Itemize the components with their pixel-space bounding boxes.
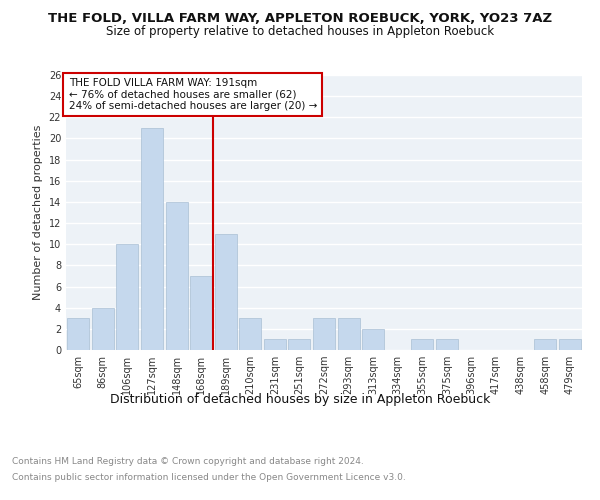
Text: Size of property relative to detached houses in Appleton Roebuck: Size of property relative to detached ho… <box>106 25 494 38</box>
Text: Contains public sector information licensed under the Open Government Licence v3: Contains public sector information licen… <box>12 472 406 482</box>
Text: Contains HM Land Registry data © Crown copyright and database right 2024.: Contains HM Land Registry data © Crown c… <box>12 458 364 466</box>
Bar <box>141 128 163 350</box>
Text: THE FOLD, VILLA FARM WAY, APPLETON ROEBUCK, YORK, YO23 7AZ: THE FOLD, VILLA FARM WAY, APPLETON ROEBU… <box>48 12 552 26</box>
Bar <box>338 318 359 350</box>
Bar <box>239 318 262 350</box>
Bar <box>190 276 212 350</box>
Bar <box>92 308 114 350</box>
Bar <box>313 318 335 350</box>
Bar <box>362 329 384 350</box>
Bar <box>289 340 310 350</box>
Bar <box>411 340 433 350</box>
Bar <box>116 244 139 350</box>
Text: THE FOLD VILLA FARM WAY: 191sqm
← 76% of detached houses are smaller (62)
24% of: THE FOLD VILLA FARM WAY: 191sqm ← 76% of… <box>68 78 317 111</box>
Bar <box>215 234 237 350</box>
Bar <box>534 340 556 350</box>
Text: Distribution of detached houses by size in Appleton Roebuck: Distribution of detached houses by size … <box>110 392 490 406</box>
Bar <box>559 340 581 350</box>
Y-axis label: Number of detached properties: Number of detached properties <box>33 125 43 300</box>
Bar <box>436 340 458 350</box>
Bar <box>67 318 89 350</box>
Bar <box>166 202 188 350</box>
Bar <box>264 340 286 350</box>
